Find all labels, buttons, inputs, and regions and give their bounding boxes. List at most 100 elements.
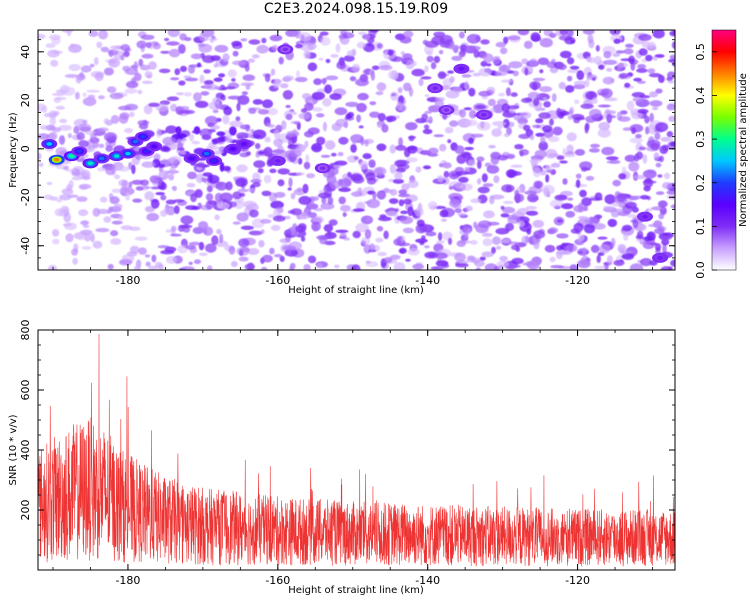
heatmap-cell (467, 159, 476, 167)
heatmap-cell (532, 77, 546, 82)
heatmap-cell (304, 140, 309, 148)
heatmap-cell (400, 210, 408, 215)
heatmap-cell (654, 243, 662, 252)
heatmap-cell (335, 43, 341, 53)
heatmap-cell (447, 237, 453, 245)
heatmap-cell (213, 150, 224, 155)
heatmap-cell (454, 252, 466, 262)
heatmap-cell (458, 176, 469, 183)
heatmap-cell (500, 79, 513, 83)
heatmap-cell (180, 215, 194, 225)
heatmap-cell (399, 216, 414, 225)
heatmap-cell (43, 112, 58, 118)
heatmap-cell (448, 185, 454, 190)
colorbar-tick-label: 0.5 (694, 43, 707, 61)
heatmap-cell (437, 71, 447, 80)
heatmap-cell (155, 192, 166, 196)
heatmap-cell (146, 212, 159, 222)
heatmap-cell (393, 262, 406, 270)
heatmap-cell (438, 50, 444, 55)
heatmap-cell (492, 104, 505, 114)
heatmap-cell (279, 238, 291, 244)
heatmap-cell (442, 113, 448, 120)
heatmap-cell (54, 97, 67, 100)
heatmap-cell (113, 203, 123, 209)
heatmap-cell (71, 248, 79, 256)
heatmap-cell (80, 220, 90, 226)
heatmap-cell (535, 181, 541, 189)
heatmap-cell (507, 264, 521, 269)
heatmap-cell (206, 185, 213, 193)
heatmap-cell (55, 147, 68, 156)
heatmap-cell (272, 79, 281, 89)
heatmap-cell (240, 38, 248, 42)
x-tick-label: -180 (115, 274, 140, 287)
heatmap-cell (636, 230, 644, 239)
x-tick-label: -180 (115, 574, 140, 587)
heatmap-cell (481, 96, 489, 100)
heatmap-cell (594, 265, 606, 270)
heatmap-cell (327, 196, 334, 205)
heatmap-cell (166, 96, 179, 101)
heatmap-cell (538, 112, 551, 119)
x-tick-label: -120 (565, 574, 590, 587)
heatmap-cell (591, 97, 598, 104)
hotspot-core (46, 142, 53, 146)
heatmap-cell (551, 93, 557, 102)
heatmap-cell (158, 264, 164, 270)
heatmap-cell (424, 110, 433, 114)
heatmap-cell (492, 236, 501, 245)
heatmap-cell (81, 246, 92, 250)
heatmap-cell (552, 126, 563, 136)
heatmap-cell (149, 175, 162, 184)
heatmap-cell (399, 36, 412, 44)
heatmap-cell (480, 60, 488, 67)
heatmap-cell (422, 128, 433, 135)
heatmap-cell (318, 57, 324, 61)
heatmap-cell (148, 61, 157, 70)
heatmap-cell (389, 164, 396, 174)
heatmap-cell (666, 190, 675, 195)
hotspot-core (53, 157, 60, 162)
heatmap-cell (561, 203, 574, 210)
heatmap-cell (349, 76, 357, 82)
heatmap-cell (539, 86, 553, 93)
heatmap-cell (118, 214, 124, 221)
heatmap-cell (598, 121, 610, 131)
heatmap-cell (565, 244, 578, 253)
heatmap-cell (320, 154, 331, 158)
heatmap-cell (212, 109, 219, 114)
heatmap-cell (435, 260, 449, 267)
heatmap-cell (396, 159, 410, 165)
heatmap-cell (569, 264, 578, 270)
heatmap-cell (659, 155, 664, 163)
heatmap-cell (454, 208, 463, 214)
heatmap-cell (400, 51, 405, 55)
heatmap-cell (524, 67, 529, 76)
heatmap-cell (428, 147, 439, 155)
heatmap-cell (566, 75, 573, 82)
heatmap-cell (578, 216, 588, 220)
heatmap-cell (68, 64, 81, 71)
heatmap-cell (252, 172, 261, 182)
heatmap-cell (62, 223, 72, 227)
hotspot-core (230, 146, 236, 151)
heatmap-cell (51, 36, 61, 45)
heatmap-cell (660, 136, 670, 142)
colorbar-tick-label: 0.2 (694, 174, 707, 192)
heatmap-cell (655, 122, 669, 132)
heatmap-cell (629, 137, 643, 144)
heatmap-cell (526, 210, 539, 216)
heatmap-cell (500, 205, 505, 210)
heatmap-cell (290, 192, 296, 200)
heatmap-cell (638, 146, 647, 151)
heatmap-cell (452, 86, 463, 94)
heatmap-cell (343, 237, 351, 241)
heatmap-cell (444, 126, 454, 134)
hotspot-core (151, 144, 157, 149)
heatmap-cell (260, 229, 265, 234)
heatmap-cell (582, 247, 587, 257)
heatmap-cell (75, 91, 80, 100)
heatmap-cell (287, 210, 296, 214)
